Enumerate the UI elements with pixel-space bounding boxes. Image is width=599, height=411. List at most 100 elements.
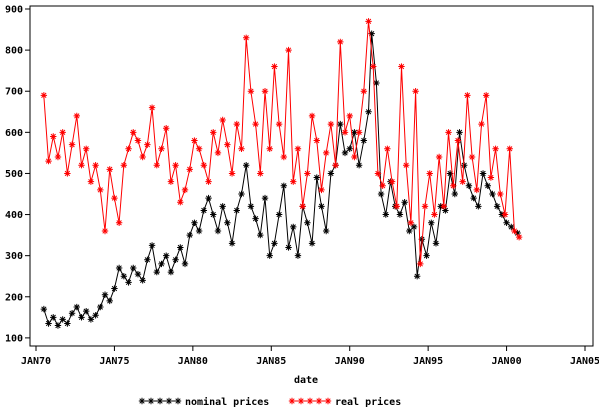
data-point [50, 314, 57, 321]
data-point [492, 145, 499, 152]
data-point [484, 182, 491, 189]
legend: nominal prices real prices [138, 396, 401, 408]
data-point [82, 307, 90, 315]
data-point [242, 34, 250, 41]
data-point [384, 145, 391, 152]
data-point [445, 129, 452, 136]
data-point [341, 129, 349, 136]
data-point [181, 260, 189, 268]
data-point [417, 260, 424, 268]
data-point [233, 207, 240, 214]
legend-entry: nominal prices [138, 396, 269, 408]
data-point [285, 46, 292, 54]
data-point [64, 320, 71, 327]
data-point [428, 219, 435, 226]
data-point [120, 162, 128, 169]
data-point [304, 170, 311, 177]
data-point [40, 305, 48, 313]
data-point [473, 186, 480, 194]
x-tick-label: JAN90 [335, 356, 365, 367]
data-point [290, 223, 297, 231]
data-point [139, 277, 146, 284]
data-point [153, 268, 160, 276]
data-point [475, 203, 482, 210]
data-point [68, 310, 76, 317]
y-tick-label: 700 [5, 87, 23, 98]
data-point [318, 203, 325, 210]
legend-marker [174, 397, 182, 405]
data-point [470, 194, 477, 202]
data-point [398, 63, 405, 70]
data-point [501, 211, 509, 218]
data-point [435, 153, 443, 161]
data-point [59, 316, 66, 323]
data-point [219, 203, 226, 210]
data-point [431, 211, 438, 218]
legend-marker [147, 397, 155, 405]
data-point [407, 219, 415, 226]
data-point [73, 303, 80, 311]
data-point [214, 227, 222, 235]
data-point [247, 203, 255, 210]
data-point [195, 227, 203, 235]
plot-frame [29, 5, 594, 347]
data-point [440, 203, 448, 210]
data-point [261, 194, 269, 202]
data-point [195, 145, 203, 152]
data-point [144, 256, 151, 263]
series-real-prices [40, 18, 523, 268]
data-point [318, 186, 325, 194]
data-point [355, 129, 363, 136]
data-point [355, 162, 363, 169]
data-point [313, 174, 320, 181]
data-point [308, 240, 316, 247]
legend-marker [297, 397, 305, 405]
data-point [115, 219, 123, 226]
data-point [446, 170, 454, 177]
data-point [261, 88, 269, 95]
data-point [515, 233, 523, 241]
data-point [322, 149, 330, 157]
data-point [181, 186, 189, 194]
data-point [393, 203, 400, 210]
y-tick-label: 600 [5, 128, 23, 139]
data-point [346, 112, 353, 120]
data-point [242, 162, 250, 169]
x-tick-label: JAN75 [99, 356, 129, 367]
data-point [294, 252, 302, 259]
series-line [43, 21, 520, 264]
data-point [40, 92, 48, 99]
data-point [205, 178, 212, 185]
data-point [503, 219, 510, 226]
data-point [482, 92, 490, 99]
data-point [365, 108, 372, 115]
data-point [186, 166, 193, 173]
series-nominal-prices [40, 30, 521, 329]
legend-entry: real prices [288, 396, 401, 408]
series-layer [40, 18, 523, 329]
x-tick-label: JAN95 [413, 356, 443, 367]
legend-marker [324, 397, 332, 405]
data-point [172, 256, 179, 263]
data-point [228, 170, 236, 177]
data-point [285, 244, 292, 251]
data-point [370, 63, 377, 70]
x-axis: JAN70 JAN75 JAN80 JAN85 JAN90 JAN95 JAN00 JAN05 [21, 346, 599, 367]
y-axis: 100 200 300 400 500 600 700 800 900 [5, 5, 30, 344]
data-point [73, 112, 80, 120]
data-point [97, 186, 104, 194]
data-point [511, 227, 518, 235]
data-point [327, 170, 335, 177]
y-tick-label: 200 [5, 292, 23, 303]
data-point [346, 145, 353, 152]
data-point [78, 314, 85, 321]
data-point [360, 88, 368, 95]
data-point [451, 190, 459, 198]
data-point [134, 137, 142, 144]
data-point [238, 145, 245, 152]
data-point [158, 145, 165, 152]
data-point [377, 190, 385, 198]
data-point [388, 178, 396, 185]
data-point [280, 153, 288, 161]
